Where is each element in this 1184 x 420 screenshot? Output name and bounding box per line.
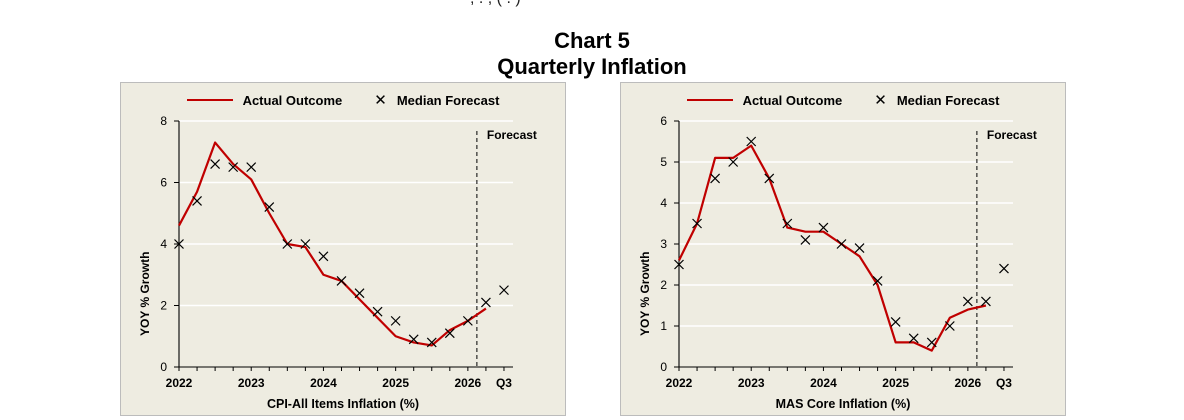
y-tick-label: 8 (160, 114, 167, 128)
median-forecast-marker (800, 234, 811, 245)
x-tick-label: Q3 (496, 376, 512, 390)
chart-main-title: Quarterly Inflation (497, 54, 687, 79)
y-axis-label: YOY % Growth (138, 251, 152, 336)
median-forecast-marker (980, 296, 991, 307)
median-forecast-marker (318, 251, 329, 262)
y-tick-label: 4 (160, 237, 167, 251)
forecast-annotation: Forecast (487, 128, 537, 142)
top-text-fragment: , . , ( . ) (470, 0, 521, 8)
y-tick-label: 0 (660, 360, 667, 374)
x-tick-label: 2024 (810, 376, 837, 390)
median-forecast-marker (408, 334, 419, 345)
median-forecast-marker (999, 263, 1009, 274)
x-tick-label: 2026 (955, 376, 982, 390)
chart-title-block: Chart 5 Quarterly Inflation (0, 28, 1184, 80)
chart-legend: Actual Outcome ✕ Median Forecast (121, 91, 565, 109)
median-forecast-marker (246, 162, 257, 173)
median-forecast-marker (372, 306, 383, 317)
x-tick-label: 2023 (238, 376, 265, 390)
median-forecast-marker (962, 296, 973, 307)
median-forecast-marker (764, 173, 775, 184)
chart-plot-cpi: 0 2 4 6 8 2022 2023 2024 2025 2026 Q3 Forecast (160, 114, 537, 390)
median-forecast-marker (908, 333, 919, 344)
median-forecast-marker (192, 196, 202, 206)
y-tick-label: 0 (160, 360, 167, 374)
chart-panel-cpi: Actual Outcome ✕ Median Forecast 0 2 4 6 8 20… (120, 82, 566, 416)
median-forecast-marker (692, 218, 702, 229)
legend-x-marker: ✕ (374, 92, 387, 109)
median-forecast-marker (174, 239, 184, 249)
median-forecast-marker (710, 173, 721, 184)
chart-number-title: Chart 5 (554, 28, 630, 53)
chart-panel-core: Actual Outcome ✕ Median Forecast 0 1 2 3 4 5 6… (620, 82, 1066, 416)
legend-x-marker: ✕ (874, 92, 887, 109)
actual-outcome-line (678, 144, 987, 352)
median-forecast-marker (300, 239, 311, 249)
y-tick-label: 4 (660, 196, 667, 210)
x-tick-label: Q3 (996, 376, 1012, 390)
y-axis-label: YOY % Growth (638, 251, 652, 336)
median-forecast-marker (390, 315, 401, 326)
median-forecast-marker (282, 239, 293, 249)
median-forecast-marker (674, 259, 684, 270)
x-tick-label: 2022 (666, 376, 693, 390)
y-tick-label: 5 (660, 155, 667, 169)
median-forecast-marker (818, 222, 829, 233)
x-tick-label: 2026 (455, 376, 482, 390)
y-tick-label: 3 (660, 237, 667, 251)
actual-outcome-line (178, 141, 487, 347)
legend-label-actual: Actual Outcome (742, 92, 843, 108)
median-forecast-marker (782, 218, 793, 229)
median-forecast-marker (228, 162, 239, 173)
median-forecast-marker (854, 243, 865, 254)
x-tick-label: 2022 (166, 376, 193, 390)
x-axis-label: CPI-All Items Inflation (%) (266, 397, 420, 411)
median-forecast-marker (872, 275, 883, 286)
forecast-annotation: Forecast (987, 128, 1037, 142)
x-axis-label: MAS Core Inflation (%) (775, 397, 911, 411)
median-forecast-marker (354, 288, 365, 299)
median-forecast-marker (264, 202, 275, 213)
legend-label-forecast: Median Forecast (896, 92, 1000, 108)
median-forecast-marker (746, 136, 757, 147)
median-forecast-marker (926, 337, 937, 348)
median-forecast-marker (480, 297, 491, 308)
median-forecast-marker (499, 285, 509, 296)
median-forecast-marker (426, 337, 437, 348)
x-tick-label: 2025 (882, 376, 909, 390)
x-tick-label: 2024 (310, 376, 337, 390)
chart-legend: Actual Outcome ✕ Median Forecast (621, 91, 1065, 109)
median-forecast-marker (444, 328, 455, 339)
median-forecast-marker (336, 275, 347, 286)
y-tick-label: 6 (660, 114, 667, 128)
y-tick-label: 2 (660, 278, 667, 292)
legend-line-swatch (186, 99, 233, 101)
y-tick-label: 2 (160, 299, 167, 313)
legend-label-actual: Actual Outcome (242, 92, 343, 108)
x-tick-label: 2025 (382, 376, 409, 390)
median-forecast-marker (462, 315, 473, 326)
median-forecast-marker (836, 239, 847, 249)
x-tick-label: 2023 (738, 376, 765, 390)
median-forecast-marker (890, 316, 901, 327)
y-tick-label: 1 (660, 319, 667, 333)
median-forecast-marker (728, 157, 739, 167)
chart-plot-core: 0 1 2 3 4 5 6 2022 2023 2024 2025 2026 Q3 Forecast (660, 114, 1037, 390)
y-tick-label: 6 (160, 176, 167, 190)
median-forecast-marker (944, 321, 955, 331)
legend-line-swatch (686, 99, 733, 101)
median-forecast-marker (210, 159, 221, 169)
legend-label-forecast: Median Forecast (396, 92, 500, 108)
